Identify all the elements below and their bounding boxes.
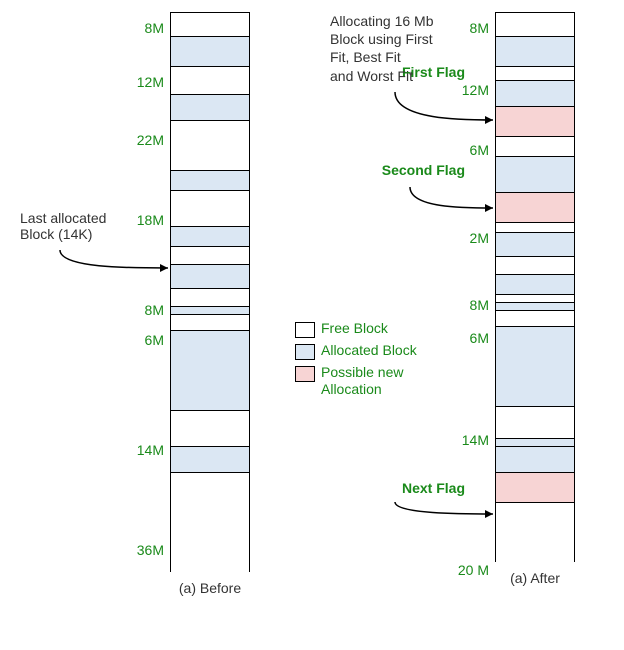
legend-label: Free Block bbox=[321, 320, 388, 337]
legend-label: Possible newAllocation bbox=[321, 364, 404, 398]
legend-item: Possible newAllocation bbox=[295, 364, 417, 398]
legend-label: Allocated Block bbox=[321, 342, 417, 359]
allocation-description: Allocating 16 MbBlock using FirstFit, Be… bbox=[330, 12, 434, 85]
legend-item: Free Block bbox=[295, 320, 417, 338]
legend-item: Allocated Block bbox=[295, 342, 417, 360]
legend: Free Block Allocated Block Possible newAll… bbox=[295, 320, 417, 402]
legend-swatch bbox=[295, 322, 315, 338]
legend-swatch bbox=[295, 344, 315, 360]
legend-swatch bbox=[295, 366, 315, 382]
